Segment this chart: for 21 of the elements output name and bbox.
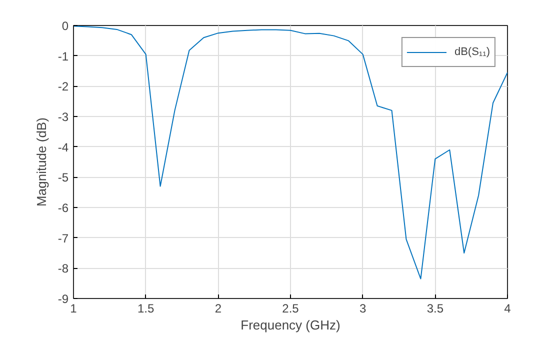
- x-tick-label: 1.5: [137, 302, 154, 316]
- line-series: [74, 26, 508, 280]
- y-tick-label: -7: [58, 231, 69, 246]
- x-tick-label: 3.5: [426, 302, 444, 316]
- y-tick-label: -9: [58, 292, 69, 306]
- y-tick-label: -3: [58, 110, 69, 124]
- y-tick-label: -2: [58, 80, 69, 94]
- x-tick-label: 3: [359, 302, 366, 316]
- y-axis-title: Magnitude (dB): [34, 118, 49, 206]
- legend-label: dB(S₁₁): [454, 46, 490, 58]
- y-tick-label: -4: [58, 140, 69, 154]
- y-tick-label: -5: [58, 170, 69, 185]
- x-tick-label: 1: [70, 302, 78, 316]
- y-tick-label: -1: [58, 49, 69, 64]
- y-tick-label: 0: [62, 19, 69, 33]
- x-axis-title: Frequency (GHz): [240, 318, 340, 332]
- y-tick-label: -8: [58, 262, 69, 276]
- x-tick-label: 2: [214, 302, 222, 316]
- x-tick-label: 4: [504, 302, 512, 316]
- y-tick-label: -6: [58, 201, 69, 215]
- x-tick-label: 2.5: [282, 302, 300, 316]
